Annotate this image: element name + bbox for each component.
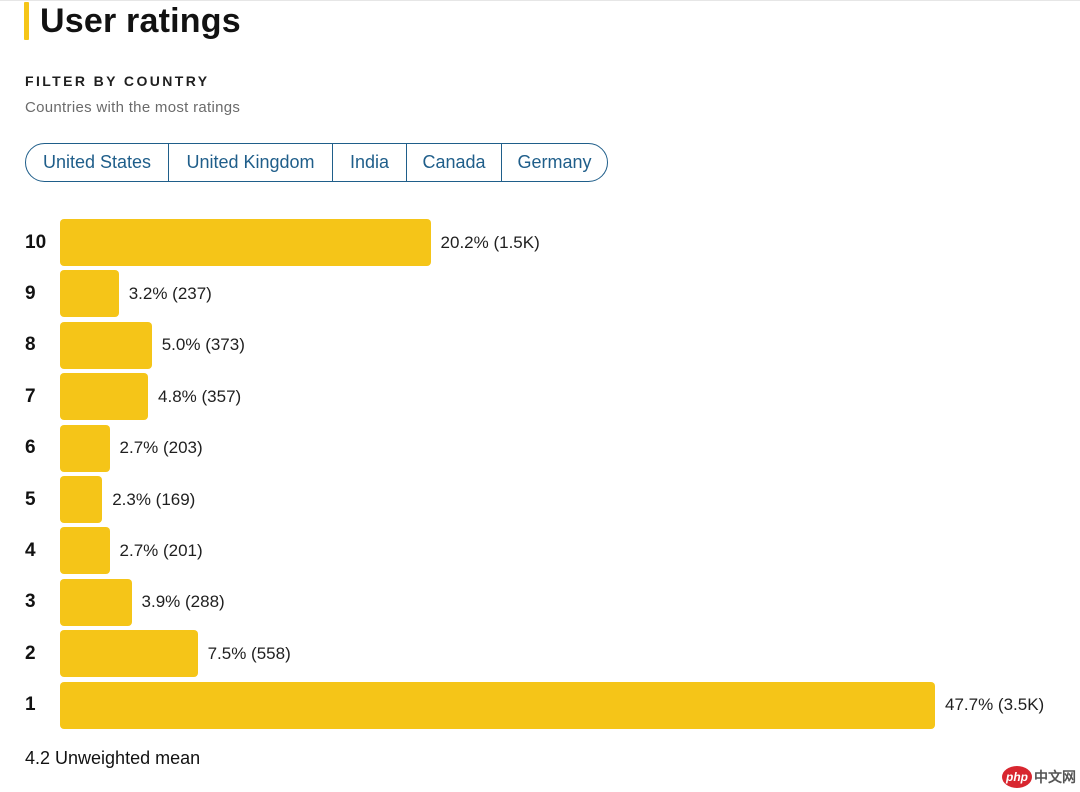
rating-bar-9[interactable] xyxy=(60,270,119,318)
rating-value-1: 47.7% (3.5K) xyxy=(945,695,1045,715)
filter-subtitle: Countries with the most ratings xyxy=(25,99,241,116)
unweighted-mean: 4.2 Unweighted mean xyxy=(25,748,201,768)
rating-bar-10[interactable] xyxy=(60,219,431,266)
rating-label-7: 7 xyxy=(25,385,36,407)
chip-canada[interactable]: Canada xyxy=(407,144,502,181)
rating-label-4: 4 xyxy=(25,539,36,561)
rating-bar-3[interactable] xyxy=(60,578,132,626)
watermark-logo: php xyxy=(1002,766,1032,788)
rating-label-1: 1 xyxy=(25,694,36,716)
rating-bar-5[interactable] xyxy=(60,476,103,523)
chip-india[interactable]: India xyxy=(333,144,407,181)
watermark-text: 中文网 xyxy=(1034,769,1076,785)
rating-value-9: 3.2% (237) xyxy=(128,283,212,303)
rating-bar-6[interactable] xyxy=(60,424,110,472)
chip-germany[interactable]: Germany xyxy=(517,152,592,172)
section-header: User ratings xyxy=(24,2,241,40)
rating-label-9: 9 xyxy=(25,282,36,304)
rating-label-6: 6 xyxy=(25,437,36,459)
rating-label-5: 5 xyxy=(25,488,36,510)
rating-bar-4[interactable] xyxy=(60,527,110,575)
rating-label-2: 2 xyxy=(25,642,36,664)
rating-value-5: 2.3% (169) xyxy=(112,489,196,509)
top-divider xyxy=(0,0,1080,1)
rating-value-4: 2.7% (201) xyxy=(119,540,203,560)
rating-bar-8[interactable] xyxy=(60,321,152,369)
rating-value-7: 4.8% (357) xyxy=(158,386,242,406)
rating-label-3: 3 xyxy=(25,591,36,613)
rating-value-8: 5.0% (373) xyxy=(161,335,245,355)
rating-value-10: 20.2% (1.5K) xyxy=(440,232,540,252)
rating-bar-7[interactable] xyxy=(60,373,149,421)
rating-value-6: 2.7% (203) xyxy=(119,438,203,458)
page-title: User ratings xyxy=(40,1,241,40)
filter-label: FILTER BY COUNTRY xyxy=(25,73,210,89)
rating-value-2: 7.5% (558) xyxy=(207,643,291,663)
title-accent-bar xyxy=(24,2,29,40)
rating-label-10: 10 xyxy=(25,231,47,253)
rating-bar-1[interactable] xyxy=(60,681,935,729)
chip-united-kingdom[interactable]: United Kingdom xyxy=(169,144,333,181)
country-filter-chips: United States United Kingdom India Canad… xyxy=(25,143,608,182)
rating-bar-2[interactable] xyxy=(60,630,198,678)
site-watermark: php 中文网 xyxy=(1002,766,1076,788)
chip-united-states[interactable]: United States xyxy=(26,144,169,181)
rating-value-3: 3.9% (288) xyxy=(141,592,225,612)
rating-label-8: 8 xyxy=(25,334,36,356)
